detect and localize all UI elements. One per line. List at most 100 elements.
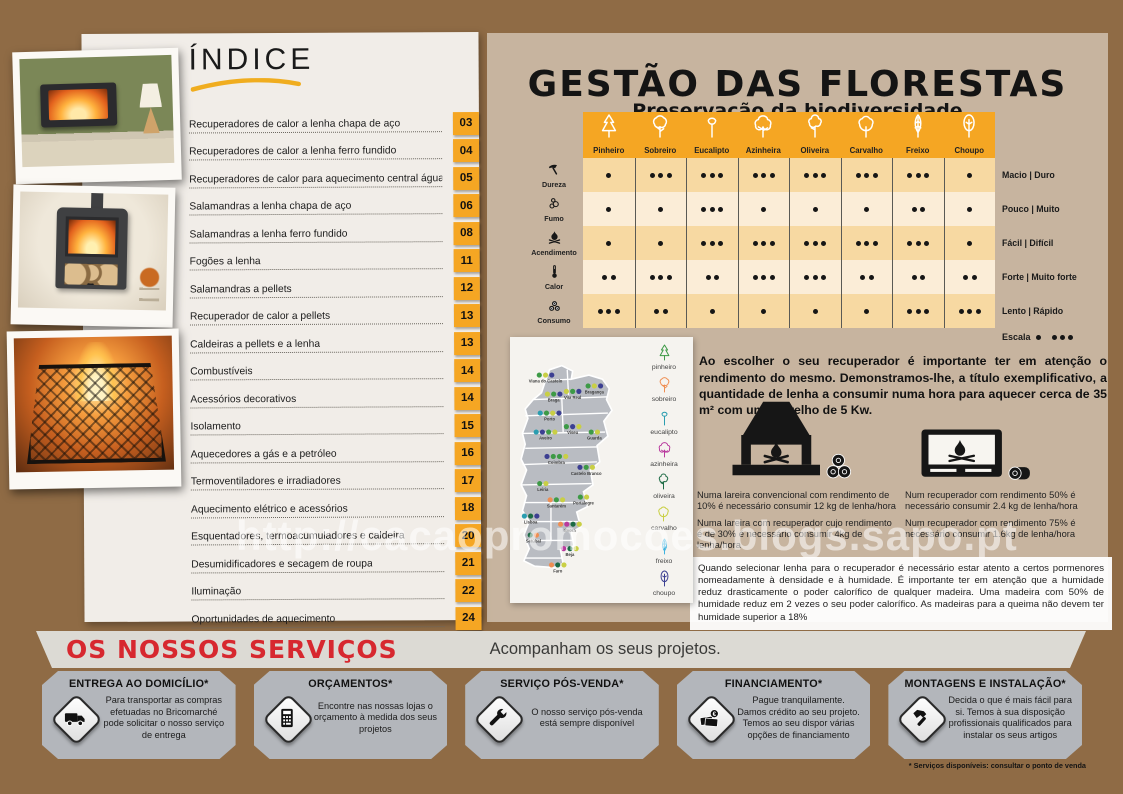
svg-text:Setúbal: Setúbal <box>526 539 541 544</box>
index-item[interactable]: Acessórios decorativos 14 <box>190 379 481 410</box>
svg-text:Bragança: Bragança <box>585 390 605 395</box>
row-label-text: Consumo <box>537 315 571 325</box>
index-page-badge: 04 <box>453 138 480 163</box>
legend-item: oliveira <box>653 472 675 500</box>
index-item[interactable]: Aquecedores a gás e a petróleo 16 <box>190 434 481 465</box>
svg-text:Leiria: Leiria <box>537 487 549 492</box>
service-card-title: FINANCIAMENTO* <box>724 678 823 690</box>
rating-cell <box>686 260 738 294</box>
index-item[interactable]: Salamandras a lenha chapa de aço 06 <box>189 186 480 218</box>
rating-cell <box>686 158 738 192</box>
scale-min-dot <box>1035 334 1041 340</box>
fire-screen <box>25 363 166 465</box>
rating-cell <box>634 158 687 192</box>
flame-icon <box>547 230 562 247</box>
rating-cell <box>892 226 944 260</box>
oak-tree-icon <box>855 112 877 145</box>
index-item[interactable]: Oportunidades de aquecimento 24 <box>191 599 482 630</box>
rating-cell <box>943 192 996 226</box>
rating-cell <box>789 192 841 226</box>
svg-text:Lisboa: Lisboa <box>524 520 538 525</box>
index-item[interactable]: Recuperadores de calor a lenha ferro fun… <box>188 131 480 163</box>
thermometer-icon <box>547 264 562 281</box>
index-page-badge: 13 <box>453 303 481 328</box>
index-page-badge: 05 <box>453 166 480 190</box>
smoke-icon <box>547 196 562 213</box>
humidity-paragraph: Quando selecionar lenha para o recuperad… <box>690 556 1112 630</box>
service-card-title: MONTAGENS E INSTALAÇÃO* <box>904 678 1066 690</box>
lamp-shade <box>139 83 162 107</box>
index-page-badge: 03 <box>452 111 479 135</box>
choupo-legend-icon <box>657 569 672 590</box>
species-table-header: Pinheiro Sobreiro Eucalipto Azinheira Olivei… <box>583 112 995 158</box>
index-item[interactable]: Recuperadores de calor a lenha chapa de … <box>188 104 479 135</box>
index-item-label: Termoventiladores e irradiadores <box>190 475 341 488</box>
index-page-badge: 15 <box>454 413 481 438</box>
tree-name: Carvalho <box>849 146 883 155</box>
index-item[interactable]: Termoventiladores e irradiadores 17 <box>190 461 481 493</box>
money-icon: € <box>698 707 721 730</box>
species-table-body <box>583 158 995 328</box>
olive-tree-icon <box>804 112 826 145</box>
index-item[interactable]: Isolamento 15 <box>190 406 481 438</box>
wood-stove <box>55 207 129 290</box>
row-label-text: Dureza <box>542 179 566 189</box>
row-label: Calor <box>527 260 581 294</box>
rating-row <box>583 192 995 226</box>
log-pile <box>826 453 852 479</box>
service-card-text: Decida o que é mais fácil para si. Temos… <box>948 695 1072 740</box>
azinheira-legend-icon <box>657 440 672 461</box>
rating-cell <box>634 260 687 294</box>
svg-text:Aveiro: Aveiro <box>539 436 552 441</box>
legend-label: pinheiro <box>651 364 677 372</box>
svg-text:Faro: Faro <box>553 568 563 573</box>
fireplace-insert <box>39 82 118 128</box>
index-title-underline <box>190 77 301 92</box>
svg-text:Guarda: Guarda <box>587 436 602 441</box>
service-icon-badge <box>896 693 946 743</box>
index-item[interactable]: Recuperadores de calor para aquecimento … <box>189 159 480 190</box>
service-card-body: € Pague tranquilamente. Damos crédito ao … <box>677 690 871 743</box>
rating-cell <box>840 158 893 192</box>
svg-text:Évora: Évora <box>564 528 576 533</box>
right-consumption-captions: Num recuperador com rendimento 50% é nec… <box>905 490 1110 545</box>
index-item[interactable]: Salamandras a pellets 12 <box>189 269 480 300</box>
svg-text:Santarém: Santarém <box>547 503 566 508</box>
index-item-label: Iluminação <box>191 586 242 598</box>
index-item[interactable]: Recuperador de calor a pellets 13 <box>189 296 481 328</box>
legend-label: eucalipto <box>650 428 678 436</box>
consumption-caption: Num recuperador com rendimento 75% é nec… <box>905 517 1076 539</box>
tree-column-header: Choupo <box>944 112 996 158</box>
index-item[interactable]: Fogões a lenha 11 <box>189 241 480 273</box>
service-card: MONTAGENS E INSTALAÇÃO* Decida o que é ma… <box>888 671 1082 759</box>
rating-cell <box>583 260 635 294</box>
legend-item: azinheira <box>650 440 678 468</box>
index-item[interactable]: Aquecimento elétrico e acessórios 18 <box>190 489 482 520</box>
species-table-row-labels: Dureza Fumo Acendimento Calor Consumo <box>527 158 581 328</box>
index-item[interactable]: Caldeiras a pellets e a lenha 13 <box>189 324 481 355</box>
service-card-body: Para transportar as compras efetuadas no… <box>42 690 236 743</box>
eucalyptus-tree-icon <box>701 112 723 145</box>
services-banner: OS NOSSOS SERVIÇOS Acompanham os seus pr… <box>36 631 1086 668</box>
legend-item: eucalipto <box>650 408 678 436</box>
service-icon-badge <box>473 693 523 743</box>
freixo-legend-icon <box>657 537 672 558</box>
index-item[interactable]: Salamandras a lenha ferro fundido 08 <box>189 214 480 245</box>
index-item[interactable]: Desumidificadores e secagem de roupa 21 <box>191 544 482 575</box>
index-item-label: Recuperadores de calor a lenha chapa de … <box>188 117 401 130</box>
index-item-label: Caldeiras a pellets e a lenha <box>190 338 321 350</box>
photo-fire-basket <box>6 328 182 490</box>
index-item[interactable]: Combustíveis 14 <box>190 351 481 383</box>
index-page-badge: 21 <box>455 551 482 575</box>
rating-cell <box>634 192 687 226</box>
index-title: ÍNDICE <box>188 42 315 77</box>
index-item[interactable]: Iluminação 22 <box>191 571 482 603</box>
efficiency-paragraph: Ao escolher o seu recuperador é importan… <box>699 354 1107 417</box>
calculator-icon <box>275 707 298 730</box>
service-card: SERVIÇO PÓS-VENDA* O nosso serviço pós-ve… <box>465 671 659 759</box>
index-item[interactable]: Esquentadores, termoacumuladores e calde… <box>190 516 482 548</box>
row-label: Dureza <box>527 158 581 192</box>
rating-cell <box>686 294 738 328</box>
open-fire-scene <box>13 335 175 473</box>
